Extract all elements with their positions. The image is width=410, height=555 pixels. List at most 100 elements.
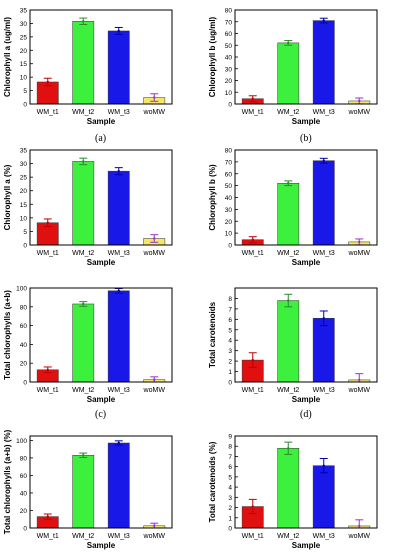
- y-tick-label: 0: [23, 243, 27, 250]
- chart-panel-7: WM_t1 WM_t2 WM_t3 woMW020406080100SampleTot…: [3, 429, 172, 550]
- x-tick-label: WM_t1: [242, 387, 264, 394]
- x-tick-label: WM_t3: [108, 387, 130, 394]
- y-tick-label: 0: [23, 102, 27, 109]
- chart-panel-3: WM_t1 WM_t2 WM_t3 woMW 0 5 10 15 20 25 30 35 Sample C…: [3, 148, 172, 268]
- y-tick-label: 100: [16, 286, 27, 293]
- y-tick-label: 3: [228, 348, 232, 355]
- x-tick-label: woMW: [143, 109, 166, 116]
- y-tick-label: 2: [228, 359, 232, 366]
- x-axis-label: Sample: [87, 117, 116, 126]
- y-tick-label: 60: [20, 323, 28, 330]
- x-tick-label: WM_t2: [277, 387, 299, 394]
- bar-wm_t3: [108, 443, 129, 528]
- bar-wm_t3: [108, 171, 129, 245]
- x-tick-label: WM_t1: [37, 250, 59, 257]
- chart-panel-2: WM_t1 WM_t2 WM_t3 woMW 0 10 20 30 40 50 60 70 80 Samp…: [208, 8, 377, 127]
- chart-panel-4: WM_t1 WM_t2 WM_t3 woMW01020304050607080Samp…: [208, 148, 377, 268]
- y-tick-label: 30: [225, 66, 233, 73]
- y-axis-label: Chlorophyll a (%): [3, 164, 12, 230]
- bar-wm_t2: [73, 21, 94, 104]
- caption-c: (c): [95, 409, 106, 420]
- bar-wm_t2: [278, 301, 299, 382]
- caption-a: (a): [95, 133, 106, 144]
- x-axis-label: Sample: [292, 258, 321, 267]
- bar-wm_t3: [108, 291, 129, 382]
- x-tick-label: WM_t2: [72, 250, 94, 257]
- y-tick-label: 7: [228, 454, 232, 461]
- x-tick-label: WM_t1: [37, 387, 59, 394]
- x-tick-label: WM_t1: [242, 109, 264, 116]
- y-tick-label: 20: [20, 508, 28, 515]
- chart-panel-6: WM_t1 WM_t2 WM_t3 woMW 0 1 2 3 4 5 6 7 8 Sample Total …: [208, 288, 377, 404]
- x-tick-label: WM_t3: [313, 533, 335, 540]
- y-tick-label: 7: [228, 306, 232, 313]
- y-tick-label: 60: [20, 473, 28, 480]
- y-tick-label: 20: [20, 361, 28, 368]
- x-tick-label: woMW: [348, 250, 371, 257]
- y-tick-label: 2: [228, 505, 232, 512]
- y-tick-label: 40: [225, 55, 233, 62]
- y-tick-label: 8: [228, 444, 232, 451]
- y-tick-label: 20: [225, 219, 233, 226]
- y-tick-label: 100: [16, 438, 27, 445]
- bar-wm_t2: [73, 161, 94, 245]
- x-tick-label: WM_t3: [313, 109, 335, 116]
- y-tick-label: 70: [225, 159, 233, 166]
- y-tick-label: 9: [228, 434, 232, 441]
- y-tick-label: 20: [20, 188, 28, 195]
- x-tick-label: WM_t1: [242, 250, 264, 257]
- y-tick-label: 5: [23, 229, 27, 236]
- x-tick-label: WM_t3: [313, 250, 335, 257]
- y-axis-label: Total chlorophylls (a+b): [3, 290, 12, 380]
- caption-d: (d): [300, 409, 312, 420]
- y-tick-label: 10: [225, 231, 233, 238]
- x-tick-label: woMW: [143, 533, 166, 540]
- x-tick-label: WM_t1: [242, 533, 264, 540]
- bar-wm_t3: [313, 21, 334, 104]
- y-tick-label: 30: [20, 21, 28, 28]
- y-axis-label: Chlorophyll b (ug/ml): [208, 16, 217, 97]
- y-tick-label: 20: [225, 78, 233, 85]
- y-axis-label: Total carotenoids: [208, 301, 217, 368]
- y-tick-label: 1: [228, 369, 232, 376]
- axes-frame: [235, 150, 377, 245]
- y-axis-label: Chlorophyll b (%): [208, 164, 217, 231]
- y-tick-label: 80: [20, 455, 28, 462]
- x-axis-label: Sample: [292, 395, 321, 404]
- y-tick-label: 10: [225, 90, 233, 97]
- bar-wm_t3: [313, 161, 334, 245]
- y-tick-label: 50: [225, 43, 233, 50]
- x-tick-label: woMW: [143, 387, 166, 394]
- bar-wm_t2: [278, 43, 299, 104]
- x-axis-label: Sample: [87, 395, 116, 404]
- x-tick-label: WM_t3: [313, 387, 335, 394]
- y-tick-label: 60: [225, 171, 233, 178]
- x-axis-label: Sample: [87, 258, 116, 267]
- bar-wm_t3: [313, 318, 334, 382]
- y-axis-label: Chlorophyll a (ug/ml): [3, 17, 12, 97]
- y-tick-label: 15: [20, 202, 28, 209]
- y-tick-label: 5: [23, 88, 27, 95]
- y-tick-label: 8: [228, 296, 232, 303]
- y-tick-label: 80: [20, 304, 28, 311]
- chart-panel-8: WM_t1 WM_t2 WM_t3 woMW 0 1 2 3 4 5 6 7 8 9 Sample Total…: [208, 434, 377, 551]
- x-tick-label: WM_t3: [108, 109, 130, 116]
- chart-panel-1: WM_t1 WM_t2 WM_t3 woMW05101520253035SampleC…: [3, 8, 172, 127]
- x-tick-label: woMW: [348, 387, 371, 394]
- axes-frame: [235, 10, 377, 104]
- y-tick-label: 1: [228, 515, 232, 522]
- y-tick-label: 10: [20, 75, 28, 82]
- y-tick-label: 15: [20, 61, 28, 68]
- y-tick-label: 70: [225, 19, 233, 26]
- y-tick-label: 0: [228, 380, 232, 387]
- x-axis-label: Sample: [292, 541, 321, 550]
- y-tick-label: 80: [225, 148, 233, 155]
- x-tick-label: WM_t1: [37, 533, 59, 540]
- y-tick-label: 50: [225, 183, 233, 190]
- y-tick-label: 30: [225, 207, 233, 214]
- bar-wm_t2: [278, 448, 299, 528]
- x-tick-label: WM_t2: [72, 109, 94, 116]
- y-tick-label: 80: [225, 8, 233, 15]
- x-tick-label: WM_t3: [108, 533, 130, 540]
- y-tick-label: 20: [20, 48, 28, 55]
